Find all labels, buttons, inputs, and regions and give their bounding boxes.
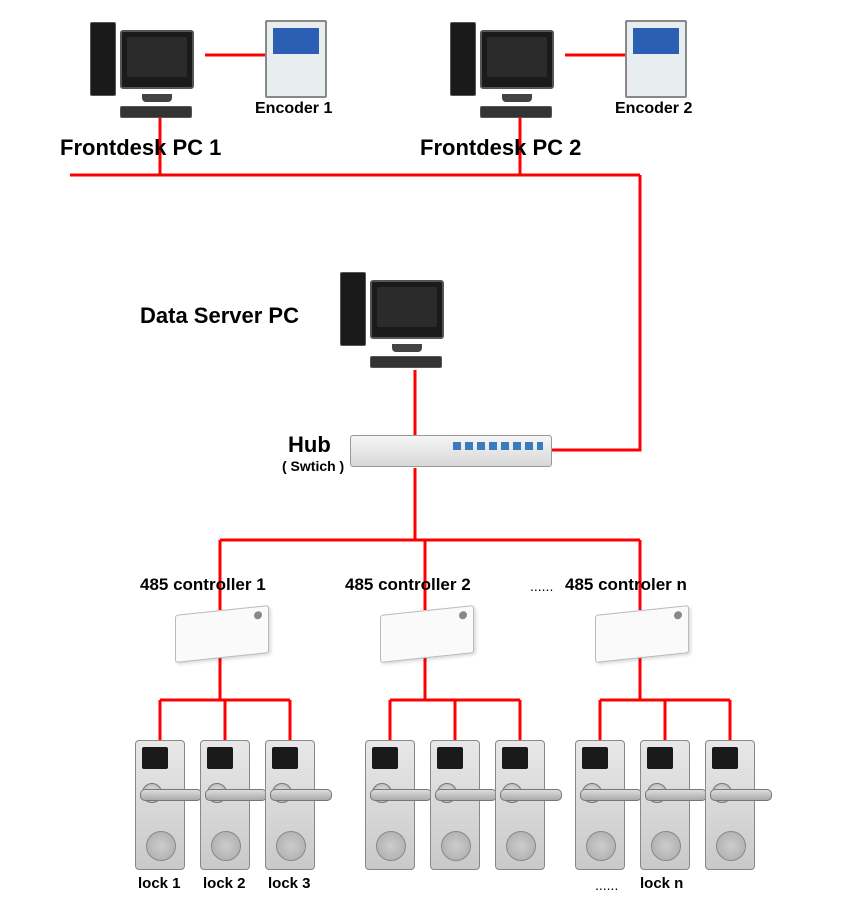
hub-icon <box>350 435 552 467</box>
lock-4-icon <box>365 740 415 870</box>
lock-n-label: lock n <box>640 875 683 892</box>
lock-1-label: lock 1 <box>138 875 181 892</box>
frontdesk-pc-1-label: Frontdesk PC 1 <box>60 135 221 161</box>
lock-3-icon <box>265 740 315 870</box>
hub-sublabel: ( Swtich ) <box>282 458 344 474</box>
lock-7-icon <box>575 740 625 870</box>
lock-6-icon <box>495 740 545 870</box>
lock-2-icon <box>200 740 250 870</box>
controller-1-icon <box>175 605 269 663</box>
lock-1-icon <box>135 740 185 870</box>
network-diagram: Frontdesk PC 1 Encoder 1 Frontdesk PC 2 … <box>0 0 857 904</box>
encoder-2-label: Encoder 2 <box>615 100 692 118</box>
controller-1-label: 485 controller 1 <box>140 575 266 595</box>
lock-8-icon <box>640 740 690 870</box>
controller-n-icon <box>595 605 689 663</box>
lock-5-icon <box>430 740 480 870</box>
lock-ellipsis: ...... <box>595 877 618 893</box>
data-server-label: Data Server PC <box>140 303 299 329</box>
frontdesk-pc-1-icon <box>120 30 194 118</box>
frontdesk-pc-2-label: Frontdesk PC 2 <box>420 135 581 161</box>
lock-2-label: lock 2 <box>203 875 246 892</box>
data-server-icon <box>370 280 444 368</box>
controller-ellipsis: ...... <box>530 578 553 594</box>
controller-n-label: 485 controler n <box>565 575 687 595</box>
frontdesk-pc-2-icon <box>480 30 554 118</box>
lock-3-label: lock 3 <box>268 875 311 892</box>
lock-9-icon <box>705 740 755 870</box>
controller-2-label: 485 controller 2 <box>345 575 471 595</box>
controller-2-icon <box>380 605 474 663</box>
encoder-2-icon <box>625 20 687 98</box>
hub-label: Hub <box>288 432 331 458</box>
encoder-1-label: Encoder 1 <box>255 100 332 118</box>
encoder-1-icon <box>265 20 327 98</box>
